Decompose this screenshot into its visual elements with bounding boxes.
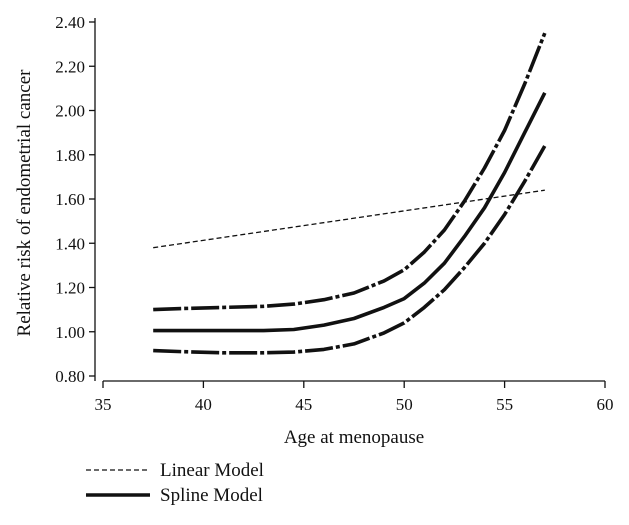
x-tick-label: 55 bbox=[496, 395, 513, 414]
y-tick-label: 0.80 bbox=[55, 367, 85, 386]
legend: Linear Model Spline Model bbox=[86, 460, 264, 506]
axes: 0.80 1.00 1.20 1.40 1.60 1.80 2.00 2.20 2.40 35 40… bbox=[55, 13, 613, 414]
y-tick-label: 1.60 bbox=[55, 190, 85, 209]
x-tick-label: 40 bbox=[195, 395, 212, 414]
series-layer bbox=[153, 32, 547, 355]
y-axis-label: Relative risk of endometrial cancer bbox=[14, 69, 35, 337]
y-tick-label: 2.20 bbox=[55, 57, 85, 76]
x-tick-label: 50 bbox=[396, 395, 413, 414]
y-tick-label: 1.80 bbox=[55, 146, 85, 165]
series-linear-model bbox=[153, 189, 545, 249]
legend-label: Spline Model bbox=[160, 485, 263, 506]
series-confidence-bound-3 bbox=[153, 145, 547, 355]
x-tick-label: 60 bbox=[597, 395, 614, 414]
x-axis-label: Age at menopause bbox=[284, 427, 424, 448]
y-tick-label: 2.40 bbox=[55, 13, 85, 32]
x-tick-label: 35 bbox=[95, 395, 112, 414]
x-tick-label: 45 bbox=[295, 395, 312, 414]
legend-label: Linear Model bbox=[160, 460, 264, 481]
y-tick-label: 1.00 bbox=[55, 323, 85, 342]
y-tick-label: 1.20 bbox=[55, 279, 85, 298]
series-confidence-bound-2 bbox=[153, 32, 547, 312]
y-tick-label: 2.00 bbox=[55, 102, 85, 121]
series-spline-model bbox=[153, 91, 547, 333]
y-tick-label: 1.40 bbox=[55, 234, 85, 253]
